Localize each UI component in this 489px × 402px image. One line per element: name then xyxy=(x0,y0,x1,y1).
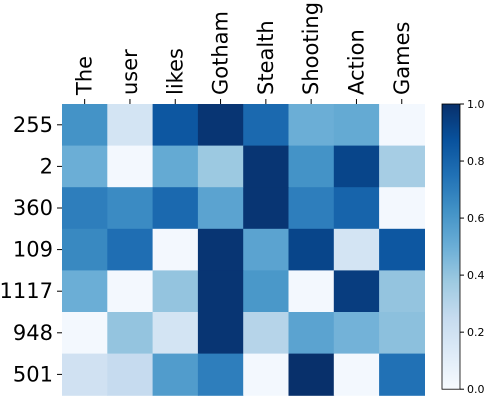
heatmap-cell-0-5 xyxy=(288,104,335,147)
heatmap-cell-3-6 xyxy=(333,228,380,271)
heatmap-cell-3-3 xyxy=(197,228,244,271)
heatmap-cell-5-2 xyxy=(152,312,199,355)
heatmap-cell-1-4 xyxy=(243,145,290,188)
heatmap-cell-4-3 xyxy=(197,270,244,313)
y-tick-label: 501 xyxy=(13,362,53,386)
heatmap-cell-0-2 xyxy=(152,104,199,147)
heatmap-cell-6-5 xyxy=(288,353,335,396)
heatmap-cell-5-6 xyxy=(333,312,380,355)
x-tick-label: likes xyxy=(163,48,187,95)
y-tick-label: 2 xyxy=(40,154,53,178)
heatmap-cell-6-3 xyxy=(197,353,244,396)
heatmap-cell-1-7 xyxy=(379,145,425,188)
colorbar-tick-label: 0.8 xyxy=(467,155,485,168)
heatmap-cell-0-1 xyxy=(107,104,154,147)
x-tick-label: user xyxy=(118,49,142,95)
colorbar-tick-label: 0.0 xyxy=(467,383,485,396)
heatmap-cell-5-0 xyxy=(62,312,108,355)
heatmap-cell-2-3 xyxy=(197,187,244,230)
heatmap-cell-0-7 xyxy=(379,104,425,147)
y-tick-label: 255 xyxy=(13,113,53,137)
x-tick-label: Shooting xyxy=(299,2,323,95)
heatmap-cell-5-7 xyxy=(379,312,425,355)
heatmap-cell-3-1 xyxy=(107,228,154,271)
heatmap-cell-6-1 xyxy=(107,353,154,396)
x-tick-label: The xyxy=(73,56,97,96)
heatmap-cell-1-1 xyxy=(107,145,154,188)
heatmap-cell-3-5 xyxy=(288,228,335,271)
y-tick-label: 1117 xyxy=(0,279,53,303)
heatmap-cells xyxy=(62,104,425,396)
heatmap-cell-5-4 xyxy=(243,312,290,355)
heatmap-cell-5-1 xyxy=(107,312,154,355)
heatmap-cell-4-2 xyxy=(152,270,199,313)
colorbar-tick-label: 0.2 xyxy=(467,326,485,339)
heatmap-cell-1-3 xyxy=(197,145,244,188)
heatmap-cell-3-2 xyxy=(152,228,199,271)
heatmap-cell-1-0 xyxy=(62,145,108,188)
heatmap-cell-0-4 xyxy=(243,104,290,147)
heatmap-cell-2-1 xyxy=(107,187,154,230)
x-tick-label: Games xyxy=(390,22,414,95)
heatmap-cell-0-6 xyxy=(333,104,380,147)
colorbar-tick-label: 1.0 xyxy=(467,98,485,111)
y-tick-label: 948 xyxy=(13,321,53,345)
x-axis-labels: The user likes Gotham Stealth Shooting Action G… xyxy=(73,2,414,104)
heatmap-cell-4-5 xyxy=(288,270,335,313)
heatmap-cell-3-0 xyxy=(62,228,108,271)
heatmap-cell-5-3 xyxy=(197,312,244,355)
y-axis-labels: 255 2 360 109 1117 948 501 xyxy=(0,113,62,386)
y-tick-label: 109 xyxy=(13,238,53,262)
heatmap-cell-0-0 xyxy=(62,104,108,147)
heatmap-cell-2-6 xyxy=(333,187,380,230)
y-tick-label: 360 xyxy=(13,196,53,220)
heatmap-cell-6-2 xyxy=(152,353,199,396)
heatmap-cell-1-5 xyxy=(288,145,335,188)
heatmap-cell-6-7 xyxy=(379,353,425,396)
colorbar-tick-label: 0.6 xyxy=(467,212,485,225)
x-tick-label: Action xyxy=(344,29,368,95)
heatmap-cell-5-5 xyxy=(288,312,335,355)
heatmap-cell-2-2 xyxy=(152,187,199,230)
heatmap-cell-4-6 xyxy=(333,270,380,313)
x-tick-label: Stealth xyxy=(254,20,278,95)
heatmap-cell-4-0 xyxy=(62,270,108,313)
heatmap-cell-1-6 xyxy=(333,145,380,188)
heatmap-cell-4-7 xyxy=(379,270,425,313)
heatmap-cell-0-3 xyxy=(197,104,244,147)
heatmap-cell-2-0 xyxy=(62,187,108,230)
x-tick-label: Gotham xyxy=(209,11,233,95)
heatmap-cell-3-4 xyxy=(243,228,290,271)
heatmap-cell-2-5 xyxy=(288,187,335,230)
colorbar-tick-label: 0.4 xyxy=(467,269,485,282)
heatmap-cell-4-1 xyxy=(107,270,154,313)
heatmap-cell-6-4 xyxy=(243,353,290,396)
heatmap-cell-2-4 xyxy=(243,187,290,230)
heatmap-cell-3-7 xyxy=(379,228,425,271)
colorbar-gradient xyxy=(441,103,461,390)
colorbar: 0.0 0.2 0.4 0.6 0.8 1.0 xyxy=(441,98,485,396)
heatmap-cell-2-7 xyxy=(379,187,425,230)
heatmap-cell-4-4 xyxy=(243,270,290,313)
heatmap-cell-6-6 xyxy=(333,353,380,396)
heatmap-cell-1-2 xyxy=(152,145,199,188)
heatmap-cell-6-0 xyxy=(62,353,108,396)
